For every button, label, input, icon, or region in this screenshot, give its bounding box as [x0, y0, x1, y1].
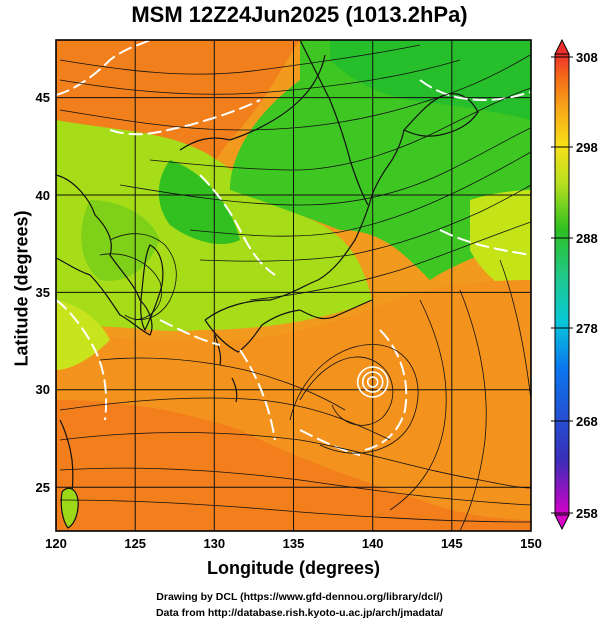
x-tick-label: 140	[362, 536, 384, 551]
colorbar: 308 298 288 278 268 258	[551, 38, 598, 531]
colorbar-tick-label: 268	[576, 414, 598, 429]
plot-frame	[55, 39, 532, 532]
grid	[56, 40, 531, 531]
colorbar-tick-label: 308	[576, 50, 598, 65]
contours	[56, 40, 531, 456]
wind-streamlines	[59, 44, 531, 531]
colorbar-tick-label: 298	[576, 140, 598, 155]
y-tick-label: 45	[36, 90, 50, 105]
x-tick-labels: 120 125 130 135 140 145 150	[45, 536, 542, 551]
x-tick-label: 120	[45, 536, 67, 551]
y-tick-label: 25	[36, 480, 50, 495]
cyclone-marker	[356, 366, 389, 398]
y-tick-label: 35	[36, 285, 50, 300]
y-tick-labels: 25 30 35 40 45	[36, 90, 50, 495]
x-tick-label: 125	[124, 536, 146, 551]
x-tick-label: 135	[283, 536, 305, 551]
y-tick-label: 30	[36, 382, 50, 397]
x-tick-label: 130	[203, 536, 225, 551]
credit-data-source: Data from http://database.rish.kyoto-u.a…	[155, 607, 444, 619]
map-title: MSM 12Z24Jun2025 (1013.2hPa)	[131, 2, 468, 27]
y-tick-label: 40	[36, 188, 50, 203]
credit-drawing: Drawing by DCL (https://www.gfd-dennou.o…	[156, 591, 443, 603]
x-tick-label: 145	[441, 536, 463, 551]
y-axis-label: Latitude (degrees)	[11, 210, 32, 367]
colorbar-tick-label: 278	[576, 321, 598, 336]
colorbar-tick-label: 258	[576, 506, 598, 521]
x-tick-label: 150	[520, 536, 542, 551]
colorbar-tick-label: 288	[576, 231, 598, 246]
x-axis-label: Longitude (degrees)	[206, 558, 380, 578]
